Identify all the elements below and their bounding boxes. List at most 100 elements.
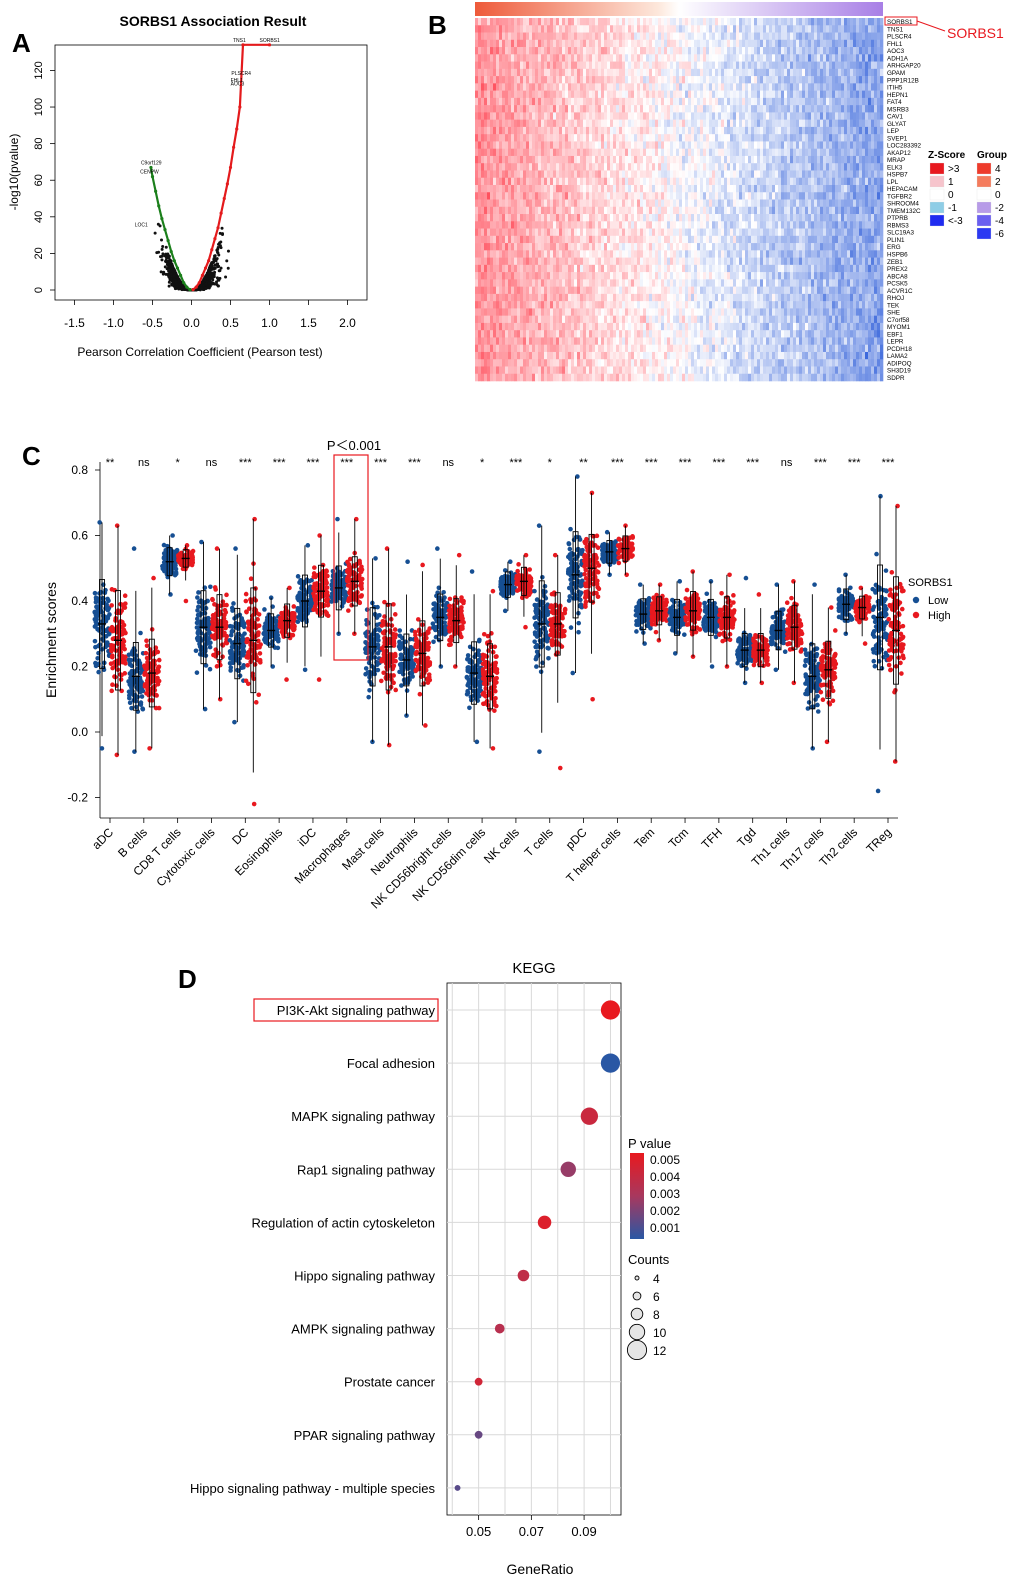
heatmap-cell — [634, 330, 638, 338]
heatmap-cell — [646, 344, 650, 353]
heatmap-cell — [487, 90, 491, 99]
heatmap-cell — [478, 199, 482, 208]
heatmap-cell — [679, 243, 683, 251]
heatmap-cell — [655, 163, 659, 171]
heatmap-cell — [661, 18, 665, 26]
heatmap-cell — [562, 97, 566, 106]
heatmap-cell — [676, 61, 680, 70]
heatmap-cell — [613, 351, 617, 360]
heatmap-cell — [475, 366, 479, 375]
heatmap-cell — [631, 170, 635, 179]
heatmap-cell — [610, 359, 614, 367]
heatmap-cell — [643, 83, 647, 91]
heatmap-cell — [679, 68, 683, 77]
heatmap-cell — [586, 315, 590, 324]
heatmap-cell — [484, 134, 488, 142]
heatmap-cell — [514, 279, 518, 287]
heatmap-cell — [562, 105, 566, 113]
heatmap-cell — [565, 18, 569, 26]
heatmap-cell — [532, 105, 536, 113]
heatmap-cell — [607, 351, 611, 360]
heatmap-cell — [526, 308, 530, 316]
heatmap-cell — [559, 359, 563, 367]
heatmap-cell — [613, 301, 617, 309]
heatmap-cell — [682, 134, 686, 142]
heatmap-cell — [562, 119, 566, 128]
heatmap-cell — [535, 61, 539, 70]
heatmap-cell — [658, 257, 662, 266]
heatmap-cell — [670, 54, 674, 62]
heatmap-cell — [589, 105, 593, 113]
heatmap-cell — [538, 192, 542, 200]
heatmap-cell — [604, 25, 608, 33]
heatmap-cell — [517, 25, 521, 33]
heatmap-cell — [493, 112, 497, 120]
heatmap-cell — [532, 206, 536, 215]
heatmap-cell — [547, 126, 551, 135]
heatmap-cell — [661, 76, 665, 84]
heatmap-cell — [598, 221, 602, 229]
heatmap-cell — [571, 279, 575, 287]
heatmap-cell — [607, 228, 611, 237]
heatmap-cell — [625, 155, 629, 164]
heatmap-cell — [478, 257, 482, 266]
heatmap-cell — [541, 199, 545, 208]
heatmap-cell — [601, 184, 605, 193]
heatmap-cell — [481, 243, 485, 251]
heatmap-cell — [637, 61, 641, 70]
heatmap-cell — [670, 18, 674, 26]
heatmap-cell — [481, 250, 485, 258]
heatmap-cell — [670, 177, 674, 186]
heatmap-cell — [613, 177, 617, 186]
heatmap-cell — [505, 322, 509, 331]
heatmap-cell — [535, 184, 539, 193]
heatmap-cell — [607, 337, 611, 345]
heatmap-cell — [610, 366, 614, 375]
heatmap-cell — [631, 293, 635, 302]
panel-label-b: B — [428, 10, 447, 40]
heatmap-cell — [679, 373, 683, 382]
heatmap-cell — [661, 235, 665, 244]
heatmap-cell — [544, 126, 548, 135]
heatmap-cell — [529, 25, 533, 33]
heatmap-cell — [571, 25, 575, 33]
heatmap-cell — [628, 344, 632, 353]
heatmap-cell — [571, 199, 575, 208]
heatmap-cell — [619, 25, 623, 33]
heatmap-cell — [553, 97, 557, 106]
volcano-point — [173, 287, 177, 291]
heatmap-cell — [478, 126, 482, 135]
heatmap-cell — [631, 286, 635, 295]
heatmap-cell — [517, 148, 521, 157]
heatmap-cell — [553, 301, 557, 309]
heatmap-cell — [676, 228, 680, 237]
heatmap-cell — [664, 105, 668, 113]
heatmap-cell — [655, 322, 659, 331]
heatmap-cell — [679, 214, 683, 222]
volcano-point — [160, 238, 164, 242]
heatmap-cell — [616, 366, 620, 375]
heatmap-cell — [583, 279, 587, 287]
heatmap-cell — [481, 272, 485, 280]
heatmap-cell — [646, 155, 650, 164]
heatmap-cell — [508, 286, 512, 295]
heatmap-cell — [535, 228, 539, 237]
heatmap-cell — [553, 68, 557, 77]
heatmap-cell — [493, 308, 497, 316]
heatmap-cell — [487, 301, 491, 309]
heatmap-cell — [538, 250, 542, 258]
heatmap-cell — [499, 264, 503, 273]
heatmap-cell — [622, 322, 626, 331]
heatmap-cell — [598, 184, 602, 193]
heatmap-cell — [583, 68, 587, 77]
heatmap-cell — [577, 279, 581, 287]
heatmap-cell — [568, 68, 572, 77]
heatmap-cell — [664, 192, 668, 200]
heatmap-cell — [514, 228, 518, 237]
volcano-point — [213, 270, 217, 274]
heatmap-cell — [616, 264, 620, 273]
heatmap-cell — [604, 192, 608, 200]
heatmap-cell — [604, 54, 608, 62]
heatmap-cell — [514, 54, 518, 62]
